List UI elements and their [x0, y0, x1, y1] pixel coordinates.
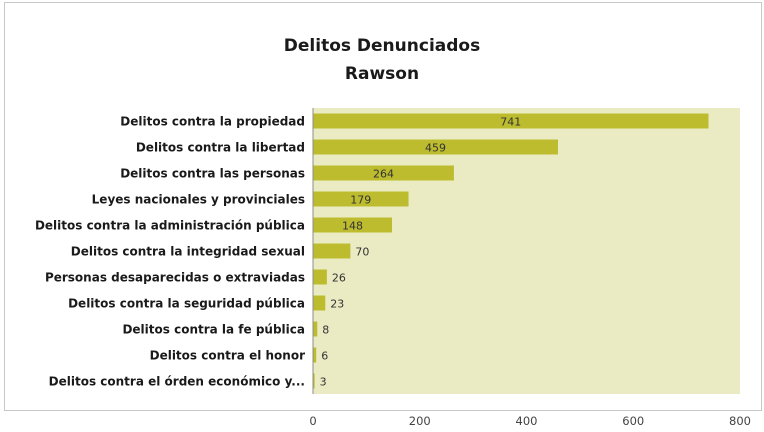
- data-label: 3: [320, 376, 327, 389]
- data-label: 179: [350, 194, 371, 207]
- category-label: Delitos contra la administración pública: [35, 219, 305, 233]
- data-label: 6: [321, 350, 328, 363]
- data-label: 148: [342, 220, 363, 233]
- x-tick-label: 400: [516, 414, 538, 428]
- bar: [313, 269, 327, 285]
- category-label: Delitos contra la fe pública: [122, 323, 305, 337]
- plot-area: [313, 108, 740, 394]
- category-label: Leyes nacionales y provinciales: [92, 193, 305, 207]
- x-tick-label: 800: [729, 414, 751, 428]
- bar: [313, 243, 351, 259]
- bar: [313, 139, 558, 155]
- bar: [313, 373, 315, 389]
- bar: [313, 321, 318, 337]
- category-label: Delitos contra el órden económico y...: [49, 375, 305, 389]
- x-tick-label: 0: [309, 414, 316, 428]
- chart-title-text: Delitos Denunciados: [283, 36, 481, 56]
- bar: [313, 217, 392, 233]
- bar: [313, 347, 317, 363]
- data-label: 264: [373, 168, 394, 181]
- data-label: 70: [355, 246, 369, 259]
- chart-title: Delitos Denunciados Rawson: [0, 32, 764, 88]
- category-label: Delitos contra la libertad: [136, 141, 305, 155]
- bar: [313, 295, 326, 311]
- category-label: Delitos contra las personas: [120, 167, 305, 181]
- chart-subtitle-text: Rawson: [344, 64, 420, 84]
- category-label: Delitos contra el honor: [150, 349, 305, 363]
- data-label: 26: [332, 272, 346, 285]
- x-tick-label: 200: [409, 414, 431, 428]
- data-label: 23: [330, 298, 344, 311]
- x-tick-label: 600: [622, 414, 644, 428]
- data-label: 459: [425, 142, 446, 155]
- category-label: Delitos contra la integridad sexual: [71, 245, 305, 259]
- category-label: Personas desaparecidas o extraviadas: [45, 271, 305, 285]
- bar: [313, 113, 709, 129]
- category-label: Delitos contra la propiedad: [120, 115, 305, 129]
- data-label: 741: [500, 116, 521, 129]
- bar: [313, 165, 454, 181]
- data-label: 8: [322, 324, 329, 337]
- bar: [313, 191, 409, 207]
- category-label: Delitos contra la seguridad pública: [68, 297, 305, 311]
